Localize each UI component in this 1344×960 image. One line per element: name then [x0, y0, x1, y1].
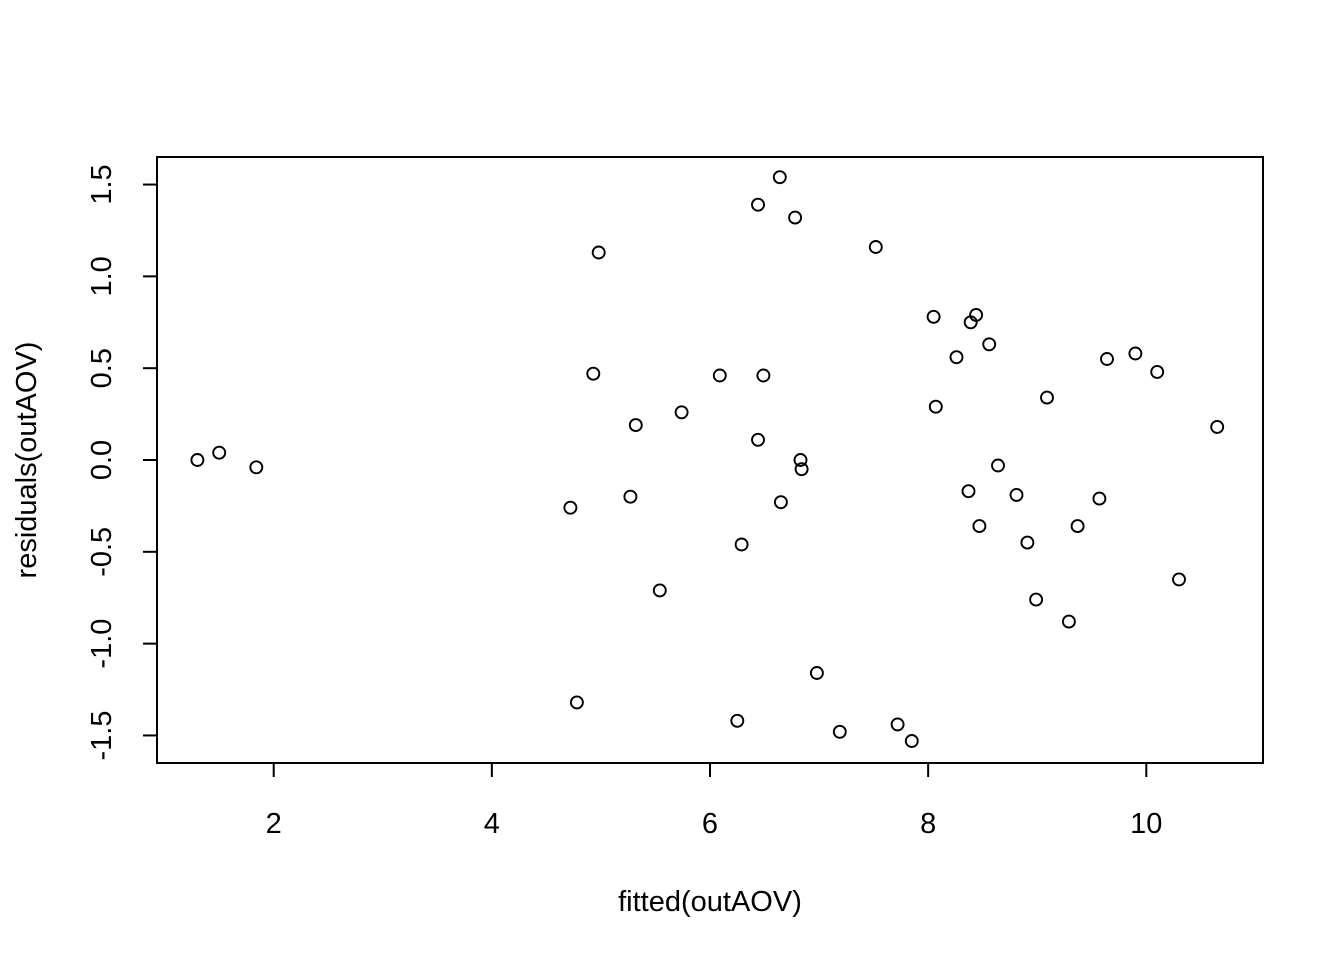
data-point-12 [730, 713, 745, 728]
data-point-42 [1092, 491, 1107, 506]
y-tick-label-2: -0.5 [86, 527, 118, 577]
x-tick-label-4: 10 [1130, 808, 1162, 840]
y-axis: -1.5 -1.0 -0.5 0.0 0.5 1.0 1.5 [86, 164, 158, 761]
x-axis-label: fitted(outAOV) [618, 886, 802, 918]
y-tick-label-5: 1.0 [86, 256, 118, 296]
data-point-28 [928, 399, 943, 414]
data-point-10 [674, 405, 689, 420]
data-point-13 [734, 537, 749, 552]
x-tick-label-1: 4 [484, 808, 500, 840]
data-point-38 [1029, 592, 1044, 607]
data-point-29 [949, 350, 964, 365]
data-point-5 [586, 366, 601, 381]
x-tick-label-2: 6 [702, 808, 718, 840]
data-point-47 [1210, 419, 1225, 434]
data-point-37 [1020, 535, 1035, 550]
data-point-34 [982, 337, 997, 352]
data-point-27 [926, 309, 941, 324]
data-point-18 [773, 495, 788, 510]
data-point-44 [1128, 346, 1143, 361]
data-point-2 [249, 460, 264, 475]
y-tick-label-3: 0.0 [86, 440, 118, 480]
data-point-8 [628, 418, 643, 433]
data-point-43 [1100, 352, 1114, 366]
points-layer [190, 170, 1225, 748]
data-point-40 [1061, 614, 1076, 629]
data-point-41 [1070, 519, 1085, 534]
data-point-1 [212, 445, 227, 460]
data-point-9 [652, 583, 667, 598]
data-point-7 [623, 489, 638, 504]
data-point-35 [991, 458, 1005, 473]
y-axis-label: residuals(outAOV) [11, 342, 43, 579]
data-point-26 [904, 734, 919, 748]
x-tick-label-0: 2 [266, 808, 282, 840]
data-point-0 [190, 453, 205, 467]
y-tick-label-4: 0.5 [86, 348, 118, 388]
data-point-15 [751, 432, 765, 447]
data-point-3 [563, 500, 578, 515]
data-point-39 [1040, 390, 1054, 405]
data-point-23 [832, 724, 847, 739]
data-point-22 [809, 666, 824, 680]
x-axis: 2 4 6 8 10 [266, 762, 1162, 840]
data-point-17 [772, 170, 787, 185]
data-point-20 [793, 453, 808, 467]
y-tick-label-1: -1.0 [86, 619, 118, 669]
data-point-45 [1150, 364, 1165, 379]
data-point-36 [1009, 487, 1024, 502]
y-tick-label-6: 1.5 [86, 164, 118, 204]
data-point-33 [972, 519, 987, 534]
data-point-46 [1172, 572, 1186, 587]
data-point-6 [591, 245, 606, 260]
data-point-30 [961, 484, 976, 499]
data-point-24 [868, 240, 883, 254]
x-tick-label-3: 8 [920, 808, 936, 840]
data-point-21 [794, 462, 809, 477]
data-point-14 [751, 197, 765, 212]
data-point-32 [969, 307, 984, 322]
y-tick-label-0: -1.5 [86, 711, 118, 761]
data-point-16 [756, 368, 771, 383]
data-point-25 [890, 717, 905, 732]
data-point-19 [788, 210, 803, 225]
data-point-11 [712, 368, 727, 383]
data-point-4 [569, 695, 584, 710]
